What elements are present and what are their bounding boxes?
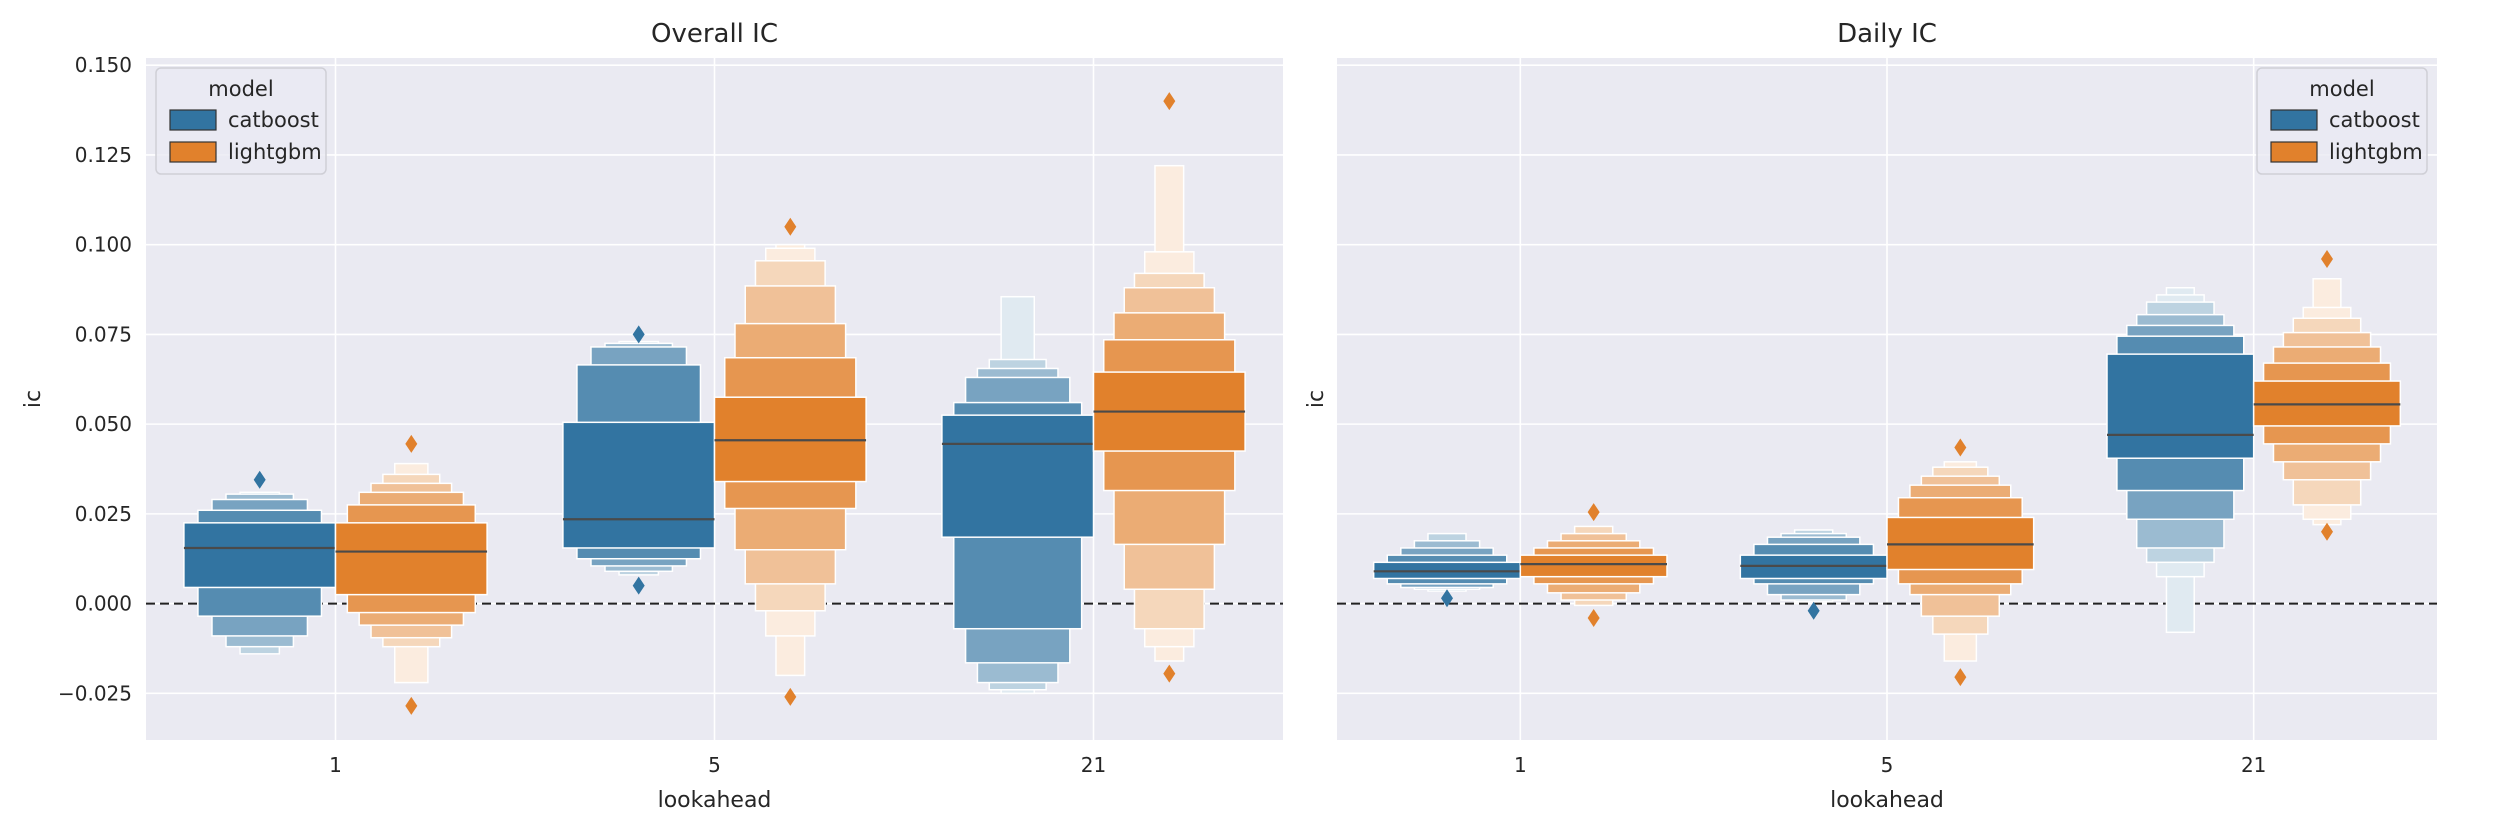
outlier-point (1807, 601, 1820, 620)
boxen-catboost-1 (1372, 532, 1522, 608)
outlier-point (1954, 668, 1967, 687)
boxen-lightgbm-21 (2252, 250, 2402, 541)
outlier-point (784, 687, 797, 706)
boxen-lightgbm-1 (334, 434, 488, 715)
boxen-level (183, 522, 337, 589)
y-tick-label: 0.025 (75, 502, 132, 526)
legend-label-lightgbm: lightgbm (2329, 140, 2423, 164)
boxen-level (562, 421, 716, 549)
legend: model catboost lightgbm (155, 67, 327, 175)
y-tick-label: 0.125 (75, 143, 132, 167)
x-tick-label: 1 (1514, 753, 1527, 777)
y-tick-label: −0.025 (58, 681, 132, 705)
outlier-point (632, 576, 645, 595)
boxen-lightgbm-5 (713, 217, 867, 706)
outlier-point (253, 470, 266, 489)
boxen-level (1519, 554, 1668, 578)
x-tick-label: 21 (1081, 753, 1106, 777)
y-tick-label: 0.100 (75, 233, 132, 257)
legend-label-catboost: catboost (2329, 108, 2420, 132)
boxen-catboost-1 (183, 470, 337, 655)
chart-title: Overall IC (651, 19, 778, 49)
legend-title: model (2309, 77, 2374, 101)
outlier-point (784, 217, 797, 236)
x-tick-label: 1 (329, 753, 342, 777)
legend-swatch-lightgbm (2270, 141, 2318, 163)
x-tick-label: 21 (2241, 753, 2266, 777)
boxen-catboost-5 (562, 325, 716, 595)
outlier-point (632, 325, 645, 344)
outlier-point (2321, 522, 2333, 541)
legend-title: model (208, 77, 273, 101)
outlier-point (1587, 503, 1600, 522)
boxen-catboost-21 (941, 295, 1095, 695)
boxen-lightgbm-5 (1886, 438, 2035, 687)
outlier-point (1163, 92, 1176, 111)
y-tick-label: 0.150 (75, 53, 132, 77)
outlier-point (1587, 608, 1600, 627)
outlier-point (2321, 250, 2333, 269)
legend-label-catboost: catboost (228, 108, 319, 132)
legend-swatch-lightgbm (169, 141, 217, 163)
x-axis-label: lookahead (1830, 788, 1944, 813)
boxen-catboost-21 (2106, 286, 2255, 634)
outlier-point (1163, 664, 1176, 683)
boxen-lightgbm-1 (1519, 503, 1668, 627)
chart-title: Daily IC (1837, 19, 1937, 49)
x-tick-label: 5 (1881, 753, 1894, 777)
y-axis-label: ic (1304, 390, 1329, 408)
y-tick-label: 0.000 (75, 592, 132, 616)
legend: model catboost lightgbm (2256, 67, 2428, 175)
boxen-level (941, 414, 1095, 538)
y-tick-label: 0.050 (75, 412, 132, 436)
outlier-point (1954, 438, 1967, 457)
boxen-level (2106, 353, 2255, 459)
legend-label-lightgbm: lightgbm (228, 140, 322, 164)
outlier-point (405, 696, 418, 715)
y-axis-label: ic (21, 390, 46, 408)
x-tick-label: 5 (708, 753, 721, 777)
legend-swatch-catboost (2270, 109, 2318, 131)
legend-swatch-catboost (169, 109, 217, 131)
x-axis-label: lookahead (658, 788, 772, 813)
outlier-point (405, 434, 418, 453)
panel-1: −0.025 0.000 0.025 0.050 0.075 0.100 0.125 0.15… (21, 19, 1283, 813)
outlier-point (1441, 589, 1453, 608)
panel-2: 1 5 21 lookahead ic Daily IC model catboost ligh… (1304, 19, 2437, 813)
y-tick-label: 0.075 (75, 322, 132, 346)
boxen-level (334, 522, 488, 596)
boxen-lightgbm-21 (1092, 92, 1246, 683)
